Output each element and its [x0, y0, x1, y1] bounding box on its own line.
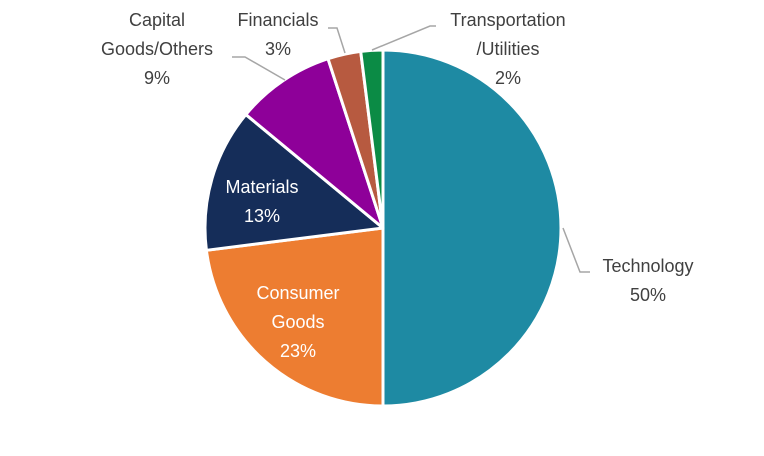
slice-label-transportation-utilities: Transportation — [450, 10, 565, 30]
pie-slice-materials — [203, 113, 385, 252]
leader-line-technology — [562, 227, 590, 273]
slice-label-transportation-utilities: /Utilities — [476, 39, 539, 59]
slice-label-consumer-goods: Goods — [271, 312, 324, 332]
data-label-transportation-utilities: 2% — [495, 68, 521, 88]
slice-label-capital-goods-others: Goods/Others — [101, 39, 213, 59]
pie-slice-transportation-utilities — [359, 48, 385, 230]
data-label-technology: 50% — [630, 285, 666, 305]
data-label-consumer-goods: 23% — [280, 341, 316, 361]
slice-label-technology: Technology — [602, 256, 693, 276]
pie-slice-capital-goods-others — [244, 57, 385, 230]
slice-label-consumer-goods: Consumer — [256, 283, 339, 303]
slice-label-financials: Financials — [237, 10, 318, 30]
pie-slice-technology — [381, 48, 563, 408]
slice-label-capital-goods-others: Capital — [129, 10, 185, 30]
leader-line-financials — [328, 27, 346, 54]
slice-label-materials: Materials — [225, 177, 298, 197]
pie-slice-consumer-goods — [204, 226, 385, 408]
data-label-financials: 3% — [265, 39, 291, 59]
leader-line-capital-goods-others — [232, 56, 286, 81]
data-label-materials: 13% — [244, 206, 280, 226]
leader-line-transportation-utilities — [371, 25, 436, 51]
data-label-capital-goods-others: 9% — [144, 68, 170, 88]
